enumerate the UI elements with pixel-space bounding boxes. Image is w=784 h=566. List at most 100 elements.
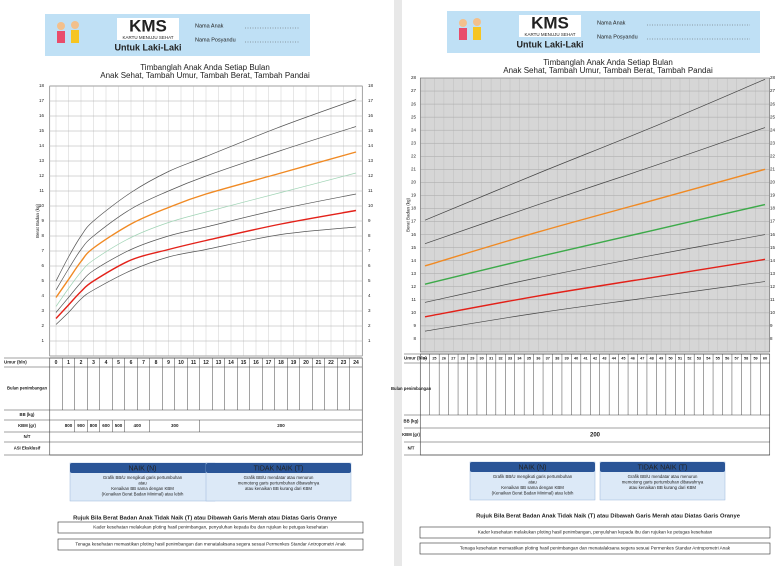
age-cell: 14	[228, 360, 234, 366]
age-cell: 6	[130, 360, 133, 366]
y-tick-label: 27	[770, 88, 776, 93]
y-tick-label: 22	[411, 153, 417, 158]
child-icon	[71, 30, 79, 43]
status-text: Grafik BB/U mengikuti garis pertumbuhan	[493, 474, 573, 479]
y-tick-label: 13	[411, 271, 417, 276]
child-icon	[71, 21, 79, 29]
y-tick-label: 18	[770, 206, 776, 211]
y-tick-label: 20	[770, 180, 776, 185]
page-gap	[394, 0, 402, 566]
y-tick-label: 14	[770, 258, 776, 263]
age-cell: 58	[744, 357, 748, 361]
age-cell: 28	[461, 357, 465, 361]
chart-title: Timbanglah Anak Anda Setiap Bulan	[140, 63, 270, 72]
child-icon	[459, 28, 467, 40]
y-tick-label: 8	[368, 233, 371, 238]
growth-curve	[424, 127, 766, 245]
age-cell: 50	[668, 357, 672, 361]
y-tick-label: 22	[770, 153, 776, 158]
kbm-value: 400	[133, 423, 141, 428]
age-cell: 7	[142, 360, 145, 366]
age-cell: 18	[278, 360, 284, 366]
y-tick-label: 3	[368, 308, 371, 313]
header-band	[447, 11, 760, 53]
y-tick-label: 8	[770, 336, 773, 341]
age-cell: 27	[451, 357, 455, 361]
child-icon	[473, 27, 481, 40]
gender: Untuk Laki-Laki	[114, 42, 181, 52]
row-label: N/T	[408, 446, 415, 451]
field-label: Nama Posyandu	[597, 34, 638, 40]
y-tick-label: 2	[368, 323, 371, 328]
field-label: Nama Posyandu	[195, 37, 236, 43]
age-cell: 52	[687, 357, 691, 361]
y-tick-label: 17	[770, 219, 776, 224]
status-title: TIDAK NAIK (T)	[638, 464, 688, 471]
age-cell: 56	[725, 357, 729, 361]
y-tick-label: 14	[368, 143, 374, 148]
y-tick-label: 17	[368, 98, 374, 103]
y-tick-label: 6	[368, 263, 371, 268]
age-cell: 29	[470, 357, 474, 361]
kbm-value: 800	[90, 423, 98, 428]
age-cell: 51	[678, 357, 682, 361]
y-tick-label: 27	[411, 88, 417, 93]
chart-title: Timbanglah Anak Anda Setiap Bulan	[543, 58, 673, 67]
y-tick-label: 4	[41, 293, 44, 298]
age-cell: 45	[621, 357, 625, 361]
age-cell: 20	[303, 360, 309, 366]
age-cell: 47	[640, 357, 644, 361]
growth-curve	[55, 193, 357, 313]
y-tick-label: 25	[411, 114, 417, 119]
age-cell: 0	[55, 360, 58, 366]
y-tick-label: 11	[368, 188, 373, 193]
y-tick-label: 9	[770, 323, 773, 328]
age-cell: 10	[178, 360, 184, 366]
y-tick-label: 7	[368, 248, 371, 253]
child-icon	[459, 19, 467, 27]
row-label: KBM (gr)	[402, 432, 420, 437]
logo-sub: KARTU MENUJU SEHAT	[122, 35, 173, 40]
y-tick-label: 15	[770, 245, 776, 250]
referral-warning: Rujuk Bila Berat Badan Anak Tidak Naik (…	[73, 516, 338, 522]
age-cell: 9	[167, 360, 170, 366]
y-tick-label: 15	[368, 128, 374, 133]
age-cell: 43	[602, 357, 606, 361]
status-title: TIDAK NAIK (T)	[254, 465, 304, 472]
y-tick-label: 25	[770, 114, 776, 119]
age-cell: 53	[697, 357, 701, 361]
age-cell: 35	[527, 357, 531, 361]
age-cell: 13	[216, 360, 222, 366]
age-cell: 22	[328, 360, 334, 366]
y-tick-label: 26	[411, 101, 417, 106]
y-tick-label: 17	[411, 219, 417, 224]
age-cell: 16	[253, 360, 259, 366]
y-tick-label: 16	[39, 113, 45, 118]
age-cell: 57	[735, 357, 739, 361]
age-cell: 30	[480, 357, 484, 361]
child-icon	[473, 18, 481, 26]
y-tick-label: 9	[368, 218, 371, 223]
age-cell: 11	[191, 360, 197, 366]
status-text: Grafik BB/U mengikuti garis pertumbuhan	[103, 475, 183, 480]
kbm-value: 300	[171, 423, 179, 428]
y-tick-label: 17	[39, 98, 45, 103]
field-label: Nama Anak	[597, 20, 626, 26]
chart-subtitle: Anak Sehat, Tambah Umur, Tambah Berat, T…	[503, 66, 713, 75]
y-tick-label: 7	[41, 248, 44, 253]
status-title: NAIK (N)	[129, 465, 157, 472]
age-cell: 31	[489, 357, 493, 361]
status-text: memotong garis pertumbuhan dibawahnya	[238, 481, 320, 486]
status-text: Kenaikan BB sama dengan KBM	[111, 486, 174, 491]
logo: KMS	[129, 16, 167, 35]
age-cell: 34	[517, 357, 522, 361]
age-cell: 60	[763, 357, 767, 361]
status-text: Grafik BB/U mendatar atau menurun	[628, 474, 698, 479]
status-text: memotong garis pertumbuhan dibawahnya	[622, 480, 704, 485]
y-tick-label: 10	[411, 310, 417, 315]
y-tick-label: 8	[41, 233, 44, 238]
y-axis-label: Berat Badan (kg)	[405, 197, 410, 232]
age-cell: 1	[67, 360, 70, 366]
age-label: Umur (bln)	[404, 356, 427, 361]
note-box	[57, 538, 364, 551]
